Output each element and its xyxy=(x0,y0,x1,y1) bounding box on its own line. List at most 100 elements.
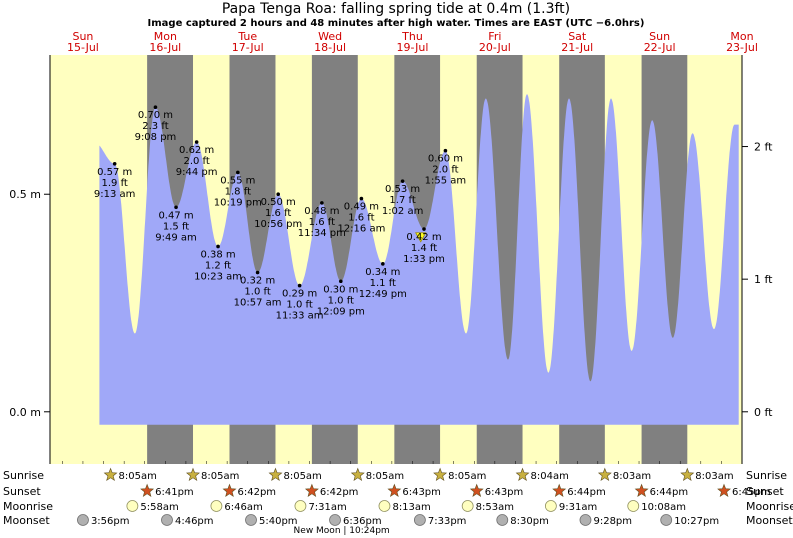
sun-moon-events: Sunrise Sunrise Sunset Sunset Moonrise Moonri… xyxy=(3,467,793,536)
extreme-label: 1.2 ft xyxy=(205,260,231,271)
axes: 0.0 m 0.5 m 0 ft 1 ft 2 ft xyxy=(9,55,773,464)
extreme-labels: 0.57 m1.9 ft9:13 am0.70 m2.3 ft9:08 pm0.… xyxy=(94,105,466,322)
extreme-dot xyxy=(381,262,385,266)
extreme-label: 0.34 m xyxy=(365,267,400,278)
chart-subtitle: Image captured 2 hours and 48 minutes af… xyxy=(148,18,645,29)
extreme-label: 11:34 pm xyxy=(298,228,346,239)
moonrise-icon xyxy=(627,500,640,512)
sunrise-time: 8:03am xyxy=(695,471,733,482)
extreme-label: 1.4 ft xyxy=(411,243,437,254)
sunrise-time: 8:05am xyxy=(448,471,486,482)
sunset-star-icon xyxy=(717,483,731,497)
moonset-time: 6:36pm xyxy=(343,516,382,527)
moonrise-time: 7:31am xyxy=(308,502,346,513)
extreme-label: 0.47 m xyxy=(158,210,193,221)
extreme-label: 1.6 ft xyxy=(265,208,291,219)
extreme-label: 1.7 ft xyxy=(389,195,415,206)
moonset-time: 4:46pm xyxy=(175,516,214,527)
y-tick-label-ft: 0 ft xyxy=(754,406,773,419)
day-label-dow: Fri xyxy=(488,30,501,43)
extreme-dot xyxy=(297,283,302,288)
day-label-date: 23-Jul xyxy=(726,41,758,54)
extreme-label: 0.30 m xyxy=(323,284,358,295)
row-label-moonrise-left: Moonrise xyxy=(3,500,53,513)
extreme-label: 0.32 m xyxy=(240,276,275,287)
extreme-label: 1.9 ft xyxy=(101,178,127,189)
sunset-time: 6:43pm xyxy=(485,487,524,498)
y-tick-label-m: 0.5 m xyxy=(9,188,41,201)
extreme-label: 0.60 m xyxy=(428,154,463,165)
moonset-icon xyxy=(161,514,173,526)
extreme-dot xyxy=(339,279,343,284)
chart-title: Papa Tenga Roa: falling spring tide at 0… xyxy=(222,1,570,17)
moonrise-time: 6:46am xyxy=(224,502,262,513)
sunrise-time: 8:05am xyxy=(283,471,321,482)
extreme-label: 10:19 pm xyxy=(214,197,262,208)
extreme-label: 9:13 am xyxy=(94,189,136,200)
sunrise-star-icon xyxy=(597,467,612,481)
day-label-dow: Thu xyxy=(401,30,423,43)
moonrise-time: 8:53am xyxy=(476,502,514,513)
y-tick-label-ft: 1 ft xyxy=(754,273,773,286)
extreme-dot xyxy=(320,201,324,205)
extreme-label: 1:33 pm xyxy=(403,254,445,265)
moonset-icon xyxy=(579,514,592,526)
moonset-time: 5:40pm xyxy=(259,516,298,527)
extreme-label: 0.57 m xyxy=(97,167,132,178)
sunrise-star-icon xyxy=(433,467,448,481)
row-label-moonset-left: Moonset xyxy=(3,514,50,527)
extreme-label: 0.48 m xyxy=(304,206,339,217)
current-tide-marker xyxy=(415,232,427,243)
extreme-label: 1.0 ft xyxy=(328,295,354,306)
sunrise-star-icon xyxy=(680,467,695,481)
moonset-icon xyxy=(413,514,426,526)
extreme-label: 12:16 am xyxy=(337,224,385,235)
moonrise-time: 8:13am xyxy=(392,502,430,513)
extreme-label: 0.53 m xyxy=(385,184,420,195)
moonset-time: 8:30pm xyxy=(510,516,549,527)
day-label-dow: Tue xyxy=(237,30,257,43)
extreme-label: 1.0 ft xyxy=(286,300,312,311)
moonrise-icon xyxy=(210,500,223,512)
sunset-time: 6:42pm xyxy=(320,487,359,498)
extreme-label: 0.42 m xyxy=(406,232,441,243)
sunrise-star-icon xyxy=(186,467,200,481)
row-label-sunrise-right: Sunrise xyxy=(746,469,787,482)
extreme-label: 9:08 pm xyxy=(135,132,177,143)
extreme-label: 1:02 am xyxy=(382,206,424,217)
extreme-dot xyxy=(112,161,117,166)
extreme-label: 0.29 m xyxy=(282,289,317,300)
day-label-date: 15-Jul xyxy=(67,41,99,54)
row-label-moonrise-right: Moonrise xyxy=(746,500,793,513)
sunset-time: 6:41pm xyxy=(155,487,194,498)
day-label-dow: Sun xyxy=(649,30,670,43)
moonrise-time: 9:31am xyxy=(559,502,597,513)
y-tick-label-ft: 2 ft xyxy=(754,141,773,154)
day-label-date: 21-Jul xyxy=(561,41,593,54)
day-label-date: 19-Jul xyxy=(397,41,429,54)
day-label-dow: Sun xyxy=(72,30,93,43)
extreme-label: 10:23 am xyxy=(194,271,242,282)
extreme-label: 0.55 m xyxy=(220,175,255,186)
sunset-star-icon xyxy=(387,483,402,497)
extreme-label: 1.6 ft xyxy=(309,217,335,228)
sunset-time: 6:42pm xyxy=(238,487,277,498)
moonset-time: 9:28pm xyxy=(593,516,632,527)
extreme-label: 0.38 m xyxy=(200,249,235,260)
sunrise-star-icon xyxy=(350,467,365,481)
extreme-dot xyxy=(443,148,448,153)
sunset-time: 6:43pm xyxy=(402,487,441,498)
extreme-label: 9:49 am xyxy=(155,232,197,243)
extreme-dot xyxy=(236,170,240,175)
row-label-sunset-left: Sunset xyxy=(3,485,41,498)
moonset-time: 10:27pm xyxy=(674,516,719,527)
tide-curve xyxy=(99,94,739,425)
extreme-label: 2.0 ft xyxy=(432,165,458,176)
day-label-date: 20-Jul xyxy=(479,41,511,54)
extreme-dot xyxy=(174,205,178,210)
sunrise-star-icon xyxy=(515,467,530,481)
sunset-time: 6:44pm xyxy=(567,487,606,498)
day-label-dow: Mon xyxy=(730,30,753,43)
extreme-label: 0.49 m xyxy=(344,202,379,213)
extreme-label: 9:44 pm xyxy=(176,167,218,178)
